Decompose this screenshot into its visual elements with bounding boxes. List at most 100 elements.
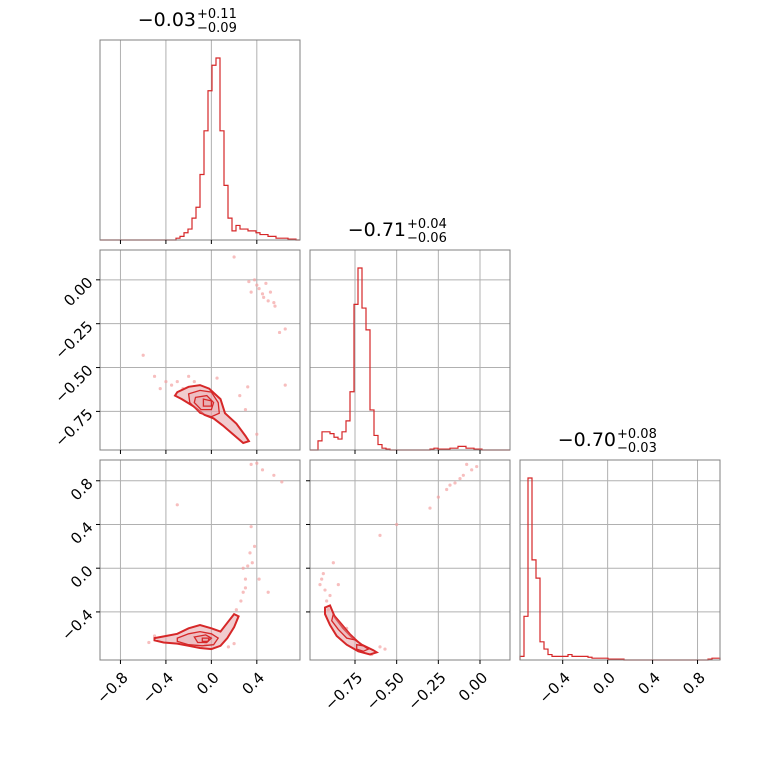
x-tick-label: −0.50 — [363, 669, 408, 714]
scatter-point — [331, 561, 335, 565]
y-tick-label: −0.25 — [51, 317, 96, 362]
scatter-point — [141, 353, 145, 357]
scatter-point — [255, 283, 259, 287]
scatter-point — [445, 487, 449, 492]
scatter-point — [175, 503, 179, 507]
scatter-point — [247, 279, 251, 284]
scatter-point — [169, 383, 174, 387]
x-tick-label: 0.0 — [589, 669, 619, 699]
y-tick-label: −0.75 — [51, 405, 96, 450]
density-contour — [330, 612, 359, 642]
scatter-point — [453, 481, 457, 485]
x-tick-label: 0.4 — [239, 669, 269, 699]
scatter-point — [325, 599, 329, 603]
x-tick-label: −0.8 — [93, 669, 131, 707]
title-minus: −0.03 — [617, 441, 657, 456]
scatter-point — [249, 462, 253, 466]
panel-r2-c1 — [310, 460, 510, 660]
panel-r1-c1 — [310, 250, 510, 451]
density-contour — [202, 398, 213, 407]
scatter-point — [152, 634, 157, 638]
scatter-point — [465, 462, 469, 466]
scatter-point — [226, 645, 231, 649]
panel-title: −0.03 +0.11−0.09 — [138, 7, 237, 36]
scatter-point — [260, 468, 265, 472]
title-plus: +0.11 — [197, 7, 237, 22]
scatter-point — [277, 330, 282, 335]
x-tick-label: −0.75 — [321, 669, 366, 714]
title-plus: +0.04 — [407, 217, 447, 232]
scatter-point — [147, 640, 151, 645]
y-tick-label: 0.00 — [60, 274, 96, 310]
scatter-point — [250, 561, 254, 565]
scatter-point — [252, 278, 257, 282]
panel-frame — [99, 39, 301, 241]
panel-frame — [309, 249, 511, 451]
scatter-point — [255, 461, 259, 465]
panel-r2-c0 — [100, 460, 300, 660]
scatter-point — [252, 544, 257, 548]
scatter-point — [321, 572, 325, 576]
scatter-point — [187, 374, 191, 378]
scatter-point — [262, 295, 266, 299]
density-contour — [153, 612, 240, 651]
scatter-point — [323, 588, 327, 592]
panel-r1-c0 — [100, 250, 300, 450]
title-median: −0.71 — [348, 219, 406, 241]
scatter-point — [475, 464, 479, 469]
x-tick-label: 0.0 — [193, 669, 223, 699]
scatter-point — [246, 564, 250, 568]
title-plus: +0.08 — [617, 427, 657, 442]
scatter-point — [152, 374, 157, 378]
scatter-point — [268, 290, 273, 294]
x-tick-label: −0.4 — [536, 669, 574, 707]
scatter-point — [395, 522, 399, 527]
panel-title: −0.71 +0.04−0.06 — [348, 217, 447, 246]
y-tick-label: −0.50 — [51, 361, 96, 406]
scatter-point — [458, 476, 462, 481]
y-tick-label: 0.4 — [67, 518, 97, 548]
x-tick-label: −0.4 — [139, 669, 177, 707]
scatter-point — [164, 379, 168, 384]
panel-frame — [309, 459, 511, 661]
scatter-point — [264, 281, 268, 285]
scatter-point — [241, 590, 245, 594]
scatter-point — [243, 408, 248, 412]
panel-r0-c0 — [100, 40, 300, 241]
scatter-point — [436, 495, 440, 499]
y-tick-label: 0.8 — [67, 475, 97, 505]
scatter-point — [272, 301, 276, 305]
scatter-point — [448, 483, 452, 487]
x-tick-label: 0.8 — [679, 669, 709, 699]
panel-frame — [519, 459, 721, 661]
density-contour — [201, 637, 211, 643]
scatter-point — [461, 473, 465, 477]
panel-r2-c2 — [519, 460, 721, 661]
scatter-point — [320, 577, 324, 581]
scatter-point — [238, 394, 242, 398]
scatter-point — [255, 432, 259, 436]
scatter-point — [328, 593, 332, 598]
scatter-point — [260, 292, 265, 296]
scatter-point — [272, 473, 276, 477]
scatter-point — [243, 586, 248, 590]
scatter-point — [470, 468, 474, 472]
scatter-point — [241, 566, 245, 570]
scatter-point — [248, 551, 252, 555]
title-minus: −0.09 — [197, 21, 237, 36]
scatter-point — [266, 590, 270, 594]
scatter-point — [249, 525, 253, 529]
scatter-point — [158, 386, 162, 391]
histogram-line — [519, 477, 721, 661]
scatter-point — [280, 480, 284, 484]
scatter-point — [273, 304, 277, 308]
scatter-point — [283, 383, 287, 387]
scatter-point — [232, 642, 236, 646]
scatter-point — [378, 645, 382, 649]
scatter-point — [215, 376, 219, 380]
scatter-point — [318, 582, 322, 587]
scatter-point — [239, 599, 243, 603]
scatter-point — [336, 582, 340, 587]
scatter-point — [234, 608, 238, 612]
